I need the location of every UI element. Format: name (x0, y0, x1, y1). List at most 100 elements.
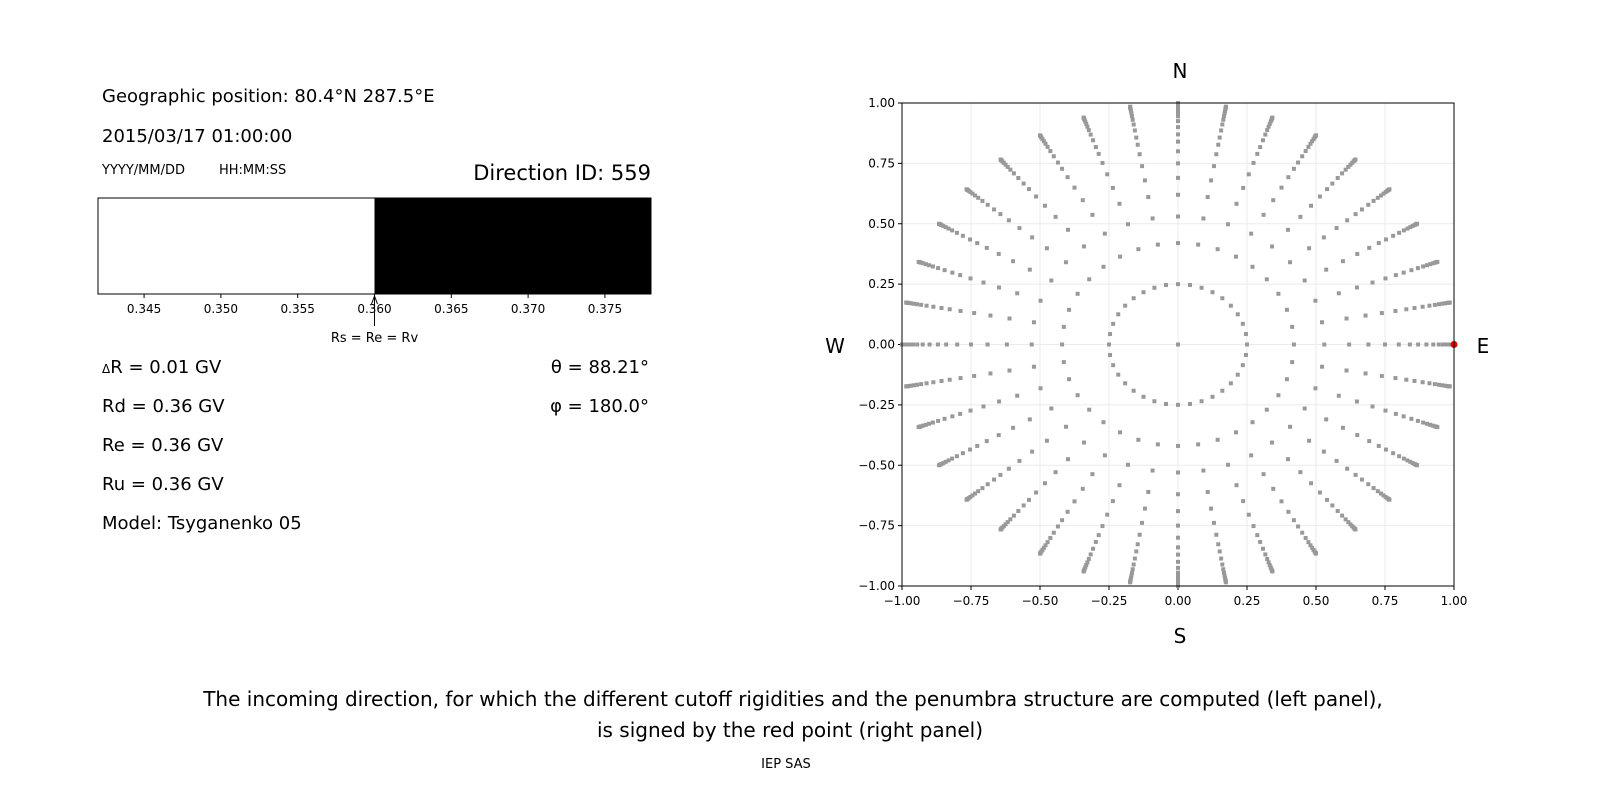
direction-point (1264, 407, 1269, 412)
direction-point (935, 342, 940, 347)
direction-point (1240, 321, 1245, 326)
direction-point (1220, 122, 1225, 127)
direction-point (1416, 342, 1421, 347)
direction-point (1105, 172, 1110, 177)
direction-point (1176, 402, 1180, 407)
direction-point (958, 376, 963, 381)
direction-point (1440, 301, 1445, 306)
direction-point (1049, 278, 1054, 283)
direction-point (980, 486, 985, 491)
direction-point (1123, 303, 1128, 308)
direction-point (1049, 406, 1054, 411)
direction-point (1211, 164, 1216, 169)
x-tick-label: −0.25 (1091, 594, 1128, 608)
direction-point (1216, 542, 1221, 547)
direction-point (1116, 372, 1121, 377)
direction-point (1016, 508, 1021, 513)
direction-point (1266, 124, 1271, 129)
direction-point (1137, 152, 1142, 157)
direction-point (1284, 377, 1289, 382)
direction-point (915, 302, 920, 307)
direction-point (1313, 298, 1318, 303)
direction-point (1322, 342, 1327, 347)
direction-point (1285, 457, 1290, 462)
direction-point (950, 456, 955, 461)
direction-point (1261, 212, 1266, 217)
direction-point (930, 420, 935, 425)
model-name: Model: Tsyganenko 05 (102, 513, 302, 534)
direction-point (1015, 393, 1020, 398)
direction-point (1420, 304, 1425, 309)
direction-point (1116, 312, 1121, 317)
direction-point (1063, 424, 1068, 429)
direction-point (1123, 381, 1128, 386)
direction-point (1044, 246, 1049, 251)
direction-point (1396, 342, 1401, 347)
direction-point (1290, 324, 1295, 329)
direction-point (1053, 214, 1058, 219)
direction-point (1129, 114, 1134, 119)
direction-point (1015, 291, 1020, 296)
direction-point (946, 458, 951, 463)
direction-point (1302, 278, 1307, 283)
direction-point (907, 342, 912, 347)
direction-point (968, 447, 973, 452)
direction-point (1387, 187, 1392, 192)
direction-point (1397, 230, 1402, 235)
direction-point (1061, 324, 1066, 329)
direction-point (1334, 226, 1339, 231)
credit: IEP SAS (761, 757, 811, 772)
direction-point (969, 342, 973, 347)
direction-point (1353, 157, 1358, 162)
direction-point (972, 311, 977, 316)
direction-point (968, 237, 973, 242)
direction-point (1241, 499, 1246, 504)
direction-point (1381, 493, 1386, 498)
direction-point (1298, 470, 1303, 475)
caption-line-1: The incoming direction, for which the di… (202, 687, 1383, 711)
direction-point (923, 422, 928, 427)
direction-point (916, 259, 921, 264)
direction-point (1335, 508, 1340, 513)
direction-point (1142, 506, 1147, 511)
direction-point (942, 416, 947, 421)
direction-point (1176, 342, 1180, 347)
direction-point (1209, 506, 1214, 511)
direction-point (1031, 320, 1036, 325)
direction-point (1176, 574, 1180, 579)
direction-point (1117, 201, 1122, 206)
direction-point (1222, 114, 1227, 119)
direction-point (1367, 245, 1372, 250)
direction-point (931, 380, 936, 385)
direction-point (1134, 135, 1139, 140)
compass-south: S (1174, 624, 1187, 648)
direction-point (1255, 151, 1260, 156)
direction-point (1263, 552, 1268, 557)
direction-point (1110, 185, 1115, 190)
compass-east: E (1477, 334, 1490, 358)
direction-point (1228, 381, 1233, 386)
direction-point (1447, 300, 1452, 305)
direction-point (1155, 442, 1160, 447)
direction-point (972, 373, 977, 378)
direction-point (1155, 242, 1160, 247)
direction-point (1393, 411, 1398, 416)
direction-point (1440, 342, 1445, 347)
direction-point (1011, 259, 1016, 264)
direction-point (1085, 560, 1090, 565)
direction-point (1415, 463, 1420, 468)
direction-point (1404, 377, 1409, 382)
direction-point (1308, 543, 1313, 548)
phi-value: φ = 180.0° (550, 396, 649, 417)
direction-point (1270, 115, 1275, 120)
direction-point (1196, 442, 1201, 447)
x-tick-label: 0.370 (511, 302, 545, 316)
direction-point (1176, 509, 1180, 514)
direction-point (1223, 104, 1228, 109)
direction-point (1026, 187, 1031, 192)
direction-point (1343, 167, 1348, 172)
direction-point (1291, 518, 1296, 523)
direction-point (1045, 144, 1050, 149)
direction-point (1428, 422, 1433, 427)
direction-point (1176, 577, 1180, 582)
